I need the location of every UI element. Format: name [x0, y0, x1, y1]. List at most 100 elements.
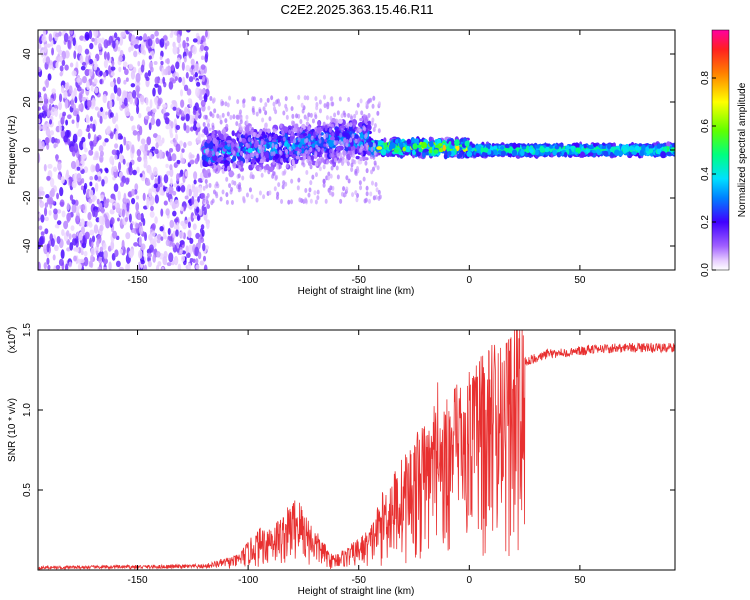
heatmap-cell [184, 171, 189, 177]
heatmap-cell [179, 231, 184, 239]
heatmap-cell [199, 44, 205, 52]
heatmap-cell [131, 188, 135, 197]
heatmap-cell [219, 119, 223, 125]
heatmap-cell [198, 107, 202, 114]
heatmap-cell [195, 258, 199, 265]
heatmap-cell [113, 32, 118, 39]
heatmap-cell [71, 204, 77, 214]
heatmap-cell [148, 122, 152, 131]
heatmap-cell [285, 163, 289, 169]
heatmap-cell [310, 135, 314, 141]
heatmap-cell [45, 56, 51, 65]
heatmap-cell [282, 136, 286, 142]
heatmap-cell [475, 145, 480, 151]
heatmap-cell [284, 103, 288, 109]
heatmap-cell [299, 119, 303, 125]
heatmap-cell [311, 118, 315, 124]
heatmap-cell [172, 210, 177, 217]
heatmap-cell [187, 140, 193, 146]
heatmap-cell [128, 166, 132, 173]
heatmap-cell [446, 146, 451, 152]
heatmap-cell [158, 149, 163, 160]
heatmap-cell [414, 138, 420, 145]
heatmap-cell [347, 96, 351, 102]
heatmap-cell [46, 43, 51, 48]
heatmap-cell [198, 95, 203, 101]
heatmap-cell [99, 224, 104, 232]
heatmap-cell [225, 123, 229, 129]
heatmap-cell [217, 144, 224, 148]
heatmap-cell [398, 142, 404, 148]
heatmap-cell [552, 149, 557, 156]
heatmap-cell [380, 149, 387, 156]
heatmap-cell [267, 128, 271, 134]
heatmap-cell [102, 93, 107, 104]
heatmap-cell [306, 116, 310, 122]
heatmap-cell [102, 257, 108, 265]
heatmap-cell [132, 169, 137, 176]
heatmap-cell [109, 112, 114, 118]
heatmap-cell [53, 166, 58, 172]
heatmap-cell [272, 101, 276, 107]
heatmap-cell [206, 221, 210, 230]
heatmap-cell [347, 112, 351, 118]
heatmap-cell [112, 116, 117, 125]
heatmap-cell [194, 246, 200, 257]
heatmap-cell [197, 196, 200, 203]
heatmap-cell [84, 31, 90, 41]
heatmap-cell [295, 113, 299, 119]
heatmap-cell [75, 215, 80, 225]
heatmap-cell [168, 185, 174, 195]
heatmap-cell [351, 158, 355, 164]
heatmap-cell [88, 198, 93, 204]
heatmap-cell [131, 144, 135, 154]
heatmap-cell [373, 150, 377, 156]
heatmap-cell [255, 111, 259, 117]
top-x-axis-label: Height of straight line (km) [298, 286, 415, 297]
heatmap-cell [135, 72, 141, 83]
heatmap-cell [134, 96, 138, 106]
heatmap-cell [42, 244, 48, 249]
heatmap-cell [369, 191, 373, 197]
heatmap-cell [79, 165, 83, 171]
heatmap-cell [190, 64, 195, 70]
x-tick-label: -150 [128, 575, 148, 586]
heatmap-cell [337, 118, 343, 124]
heatmap-cell [330, 96, 334, 102]
heatmap-cell [42, 86, 46, 92]
heatmap-cell [261, 147, 265, 153]
heatmap-cell [336, 110, 340, 116]
heatmap-cell [251, 107, 255, 113]
heatmap-cell [237, 173, 241, 179]
heatmap-cell [105, 168, 109, 174]
heatmap-cell [218, 115, 222, 121]
heatmap-cell [287, 125, 292, 130]
heatmap-cell [260, 154, 264, 160]
heatmap-cell [316, 195, 320, 201]
heatmap-cell [267, 169, 271, 175]
heatmap-cell [168, 252, 174, 263]
heatmap-cell [229, 115, 233, 121]
heatmap-cell [333, 112, 337, 118]
heatmap-cell [84, 231, 90, 240]
heatmap-cell [429, 149, 433, 154]
heatmap-cell [127, 94, 131, 103]
heatmap-cell [200, 55, 205, 61]
heatmap-cell [336, 152, 340, 158]
heatmap-cell [190, 212, 195, 222]
heatmap-cell [172, 230, 177, 239]
heatmap-cell [322, 178, 326, 184]
heatmap-cell [416, 150, 421, 157]
heatmap-cell [145, 76, 150, 82]
heatmap-cell [224, 101, 228, 107]
heatmap-cell [159, 38, 165, 48]
heatmap-cell [291, 113, 295, 119]
heatmap-cell [75, 159, 80, 167]
heatmap-cell [549, 145, 553, 149]
heatmap-cell [245, 158, 249, 164]
heatmap-cell [166, 58, 170, 65]
heatmap-cell [264, 102, 268, 108]
heatmap-cell [154, 148, 159, 155]
heatmap-cell [149, 244, 154, 253]
